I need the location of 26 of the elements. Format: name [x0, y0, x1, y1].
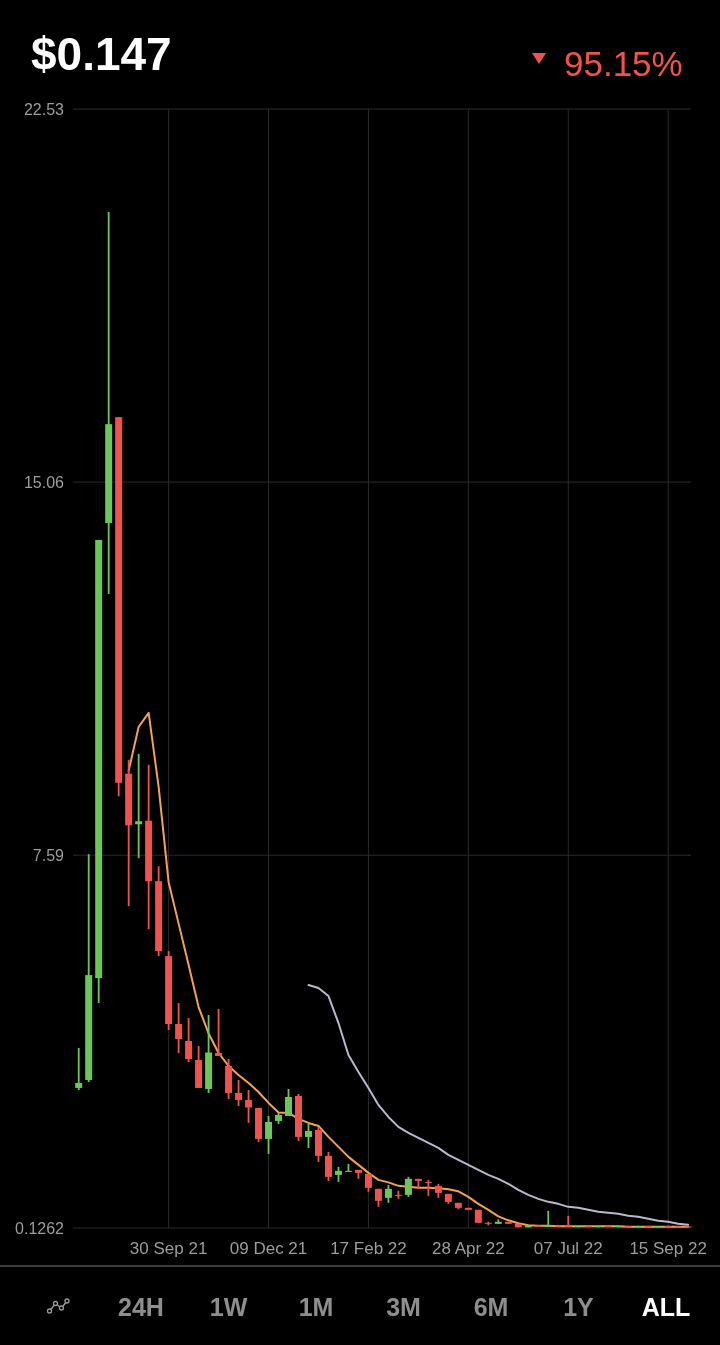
chart-subtitle: 95.15%	[564, 44, 683, 83]
candlestick	[544, 1210, 552, 1227]
x-tick-label: 15 Sep 22	[629, 1238, 707, 1258]
candlestick	[75, 1048, 83, 1090]
text: 1Y	[563, 1293, 595, 1321]
x-tick-label: 17 Feb 22	[330, 1238, 407, 1258]
candlestick	[564, 1215, 572, 1228]
y-tick-label: 22.53	[23, 100, 65, 118]
x-tick-label: 28 Apr 22	[431, 1238, 505, 1258]
x-tick-label: 09 Dec 21	[229, 1238, 308, 1258]
text: 3M	[386, 1293, 421, 1321]
candlestick	[424, 1179, 432, 1196]
line-series	[127, 711, 690, 1228]
line-series	[307, 984, 690, 1226]
y-tick-label: 15.06	[23, 473, 65, 491]
text: 1M	[298, 1293, 334, 1321]
x-tick-label: 30 Sep 21	[129, 1238, 208, 1258]
text: 6M	[473, 1293, 509, 1321]
chart-title: $0.147	[31, 28, 172, 80]
candlestick	[135, 753, 143, 859]
y-tick-label: 7.59	[32, 846, 65, 864]
text: ALL	[641, 1293, 691, 1321]
y-tick-label: 0.1262	[15, 1219, 65, 1237]
x-tick-label: 07 Jul 22	[533, 1238, 603, 1258]
text: 24H	[118, 1293, 164, 1321]
text: 1W	[209, 1293, 248, 1321]
